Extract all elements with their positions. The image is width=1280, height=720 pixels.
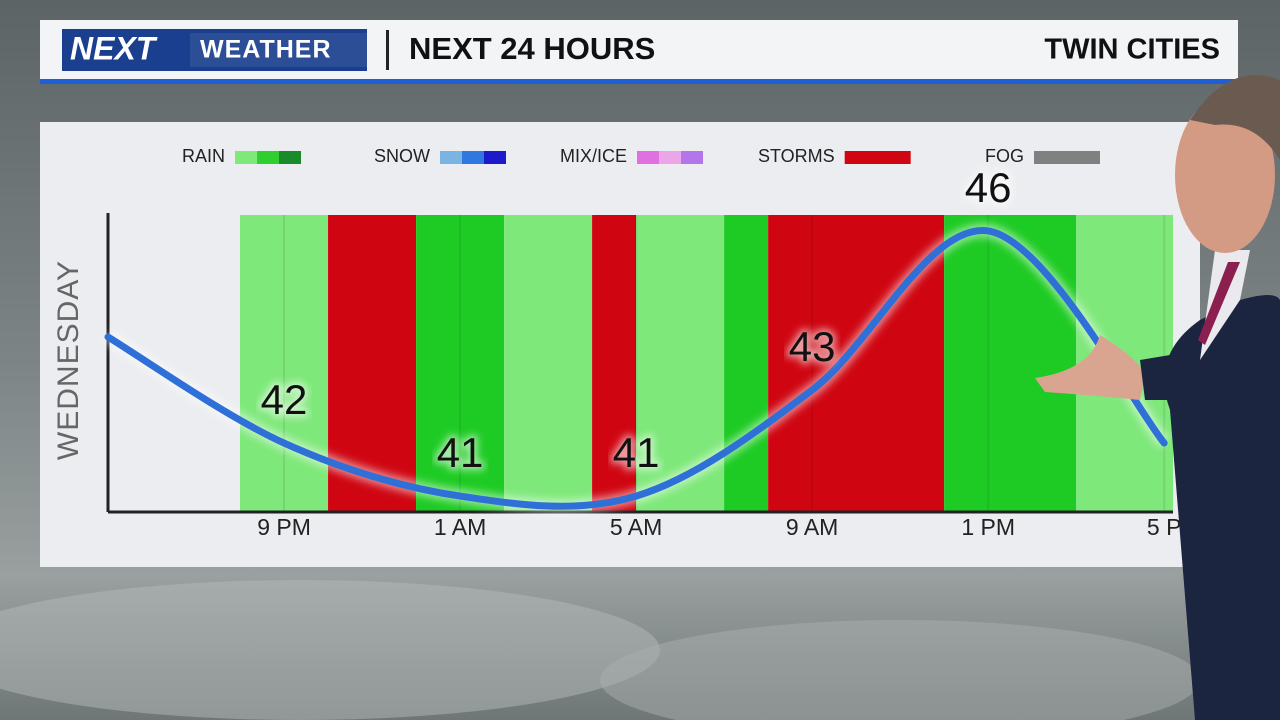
value-label-halo: 42 bbox=[261, 376, 308, 423]
plot: RAIN SNOW MIX/ICE STORMS FOG WEDNESDAY 9 PM 1 A… bbox=[52, 146, 1182, 540]
legend-swatch bbox=[257, 151, 280, 164]
logo-box bbox=[62, 29, 367, 71]
header-title: NEXT 24 HOURS bbox=[409, 31, 655, 66]
precip-band bbox=[724, 215, 769, 512]
precip-band bbox=[416, 215, 505, 512]
precip-band bbox=[592, 215, 637, 512]
divider bbox=[386, 30, 389, 70]
x-tick-label: 5 P bbox=[1147, 514, 1182, 540]
logo-sub: WEATHER bbox=[200, 36, 332, 64]
legend-label: MIX/ICE bbox=[560, 146, 627, 166]
legend-swatch bbox=[637, 151, 660, 164]
value-label-halo: 46 bbox=[965, 164, 1012, 211]
value-label: 43 bbox=[789, 323, 836, 370]
legend-swatch bbox=[462, 151, 484, 164]
legend-label: SNOW bbox=[374, 146, 430, 166]
cloud bbox=[0, 580, 660, 720]
precip-band bbox=[504, 215, 593, 512]
x-tick-label: 1 AM bbox=[434, 514, 486, 540]
logo-sub-box bbox=[190, 33, 367, 67]
cloud bbox=[600, 620, 1200, 720]
legend-swatch bbox=[1034, 151, 1100, 164]
legend-swatch bbox=[844, 151, 911, 164]
legend-swatch bbox=[659, 151, 682, 164]
legend-label: STORMS bbox=[758, 146, 835, 166]
value-label-halo: 41 bbox=[613, 429, 660, 476]
value-label-halo: 43 bbox=[789, 323, 836, 370]
temperature-line bbox=[104, 227, 1168, 510]
legend-swatch bbox=[440, 151, 462, 164]
value-label: 42 bbox=[261, 376, 308, 423]
value-label: 41 bbox=[613, 429, 660, 476]
legend-label: RAIN bbox=[182, 146, 225, 166]
legend-swatch bbox=[235, 151, 258, 164]
value-label: 46 bbox=[965, 164, 1012, 211]
legend-swatch bbox=[279, 151, 302, 164]
value-label-halo: 41 bbox=[437, 429, 484, 476]
logo-main: NEXT bbox=[70, 30, 158, 66]
header-location: TWIN CITIES bbox=[1044, 34, 1220, 66]
legend-swatch bbox=[484, 151, 506, 164]
header-underline bbox=[40, 79, 1238, 84]
y-axis-label: WEDNESDAY bbox=[52, 260, 85, 460]
legend-label: FOG bbox=[985, 146, 1024, 166]
legend-swatch bbox=[681, 151, 704, 164]
x-tick-label: 9 PM bbox=[257, 514, 311, 540]
x-tick-label: 1 PM bbox=[961, 514, 1015, 540]
precip-band bbox=[944, 215, 1077, 512]
x-tick-label: 9 AM bbox=[786, 514, 838, 540]
value-label: 41 bbox=[437, 429, 484, 476]
x-tick-label: 5 AM bbox=[610, 514, 662, 540]
presenter bbox=[1035, 75, 1280, 720]
